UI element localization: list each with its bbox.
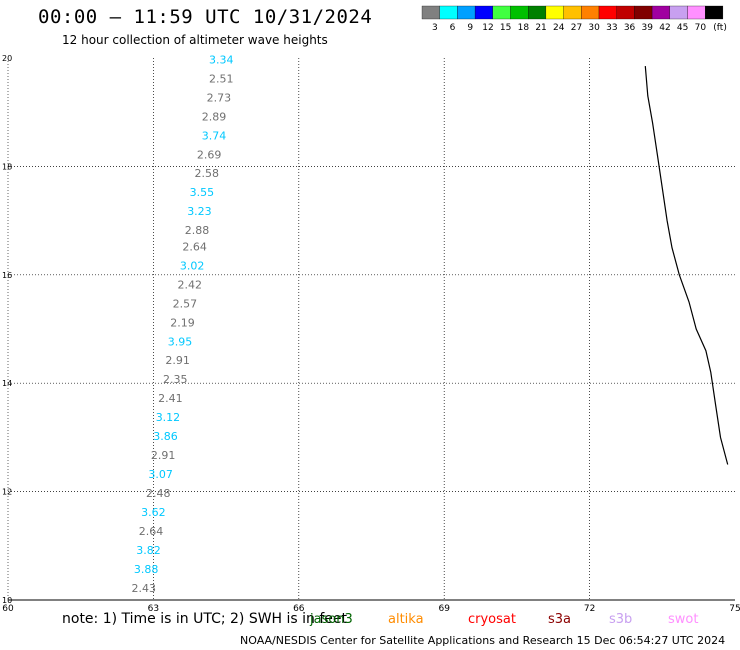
wave-height-label: 2.42 xyxy=(178,278,203,291)
wave-height-label: 2.89 xyxy=(202,110,227,123)
y-tick-label: 14 xyxy=(2,379,12,388)
wave-height-label: 3.62 xyxy=(141,506,166,519)
x-tick-label: 66 xyxy=(293,604,305,614)
wave-height-label: 3.55 xyxy=(190,186,215,199)
legend-swatch xyxy=(510,5,529,20)
mission-jason3: jason3 xyxy=(310,612,353,627)
legend-label: 27 xyxy=(571,23,582,33)
legend-swatch xyxy=(439,5,458,20)
legend-swatch xyxy=(421,5,440,20)
wave-height-label: 2.64 xyxy=(182,240,207,253)
wave-height-label: 2.73 xyxy=(207,91,232,104)
wave-height-label: 2.43 xyxy=(131,582,156,595)
wave-height-label: 2.57 xyxy=(173,297,198,310)
legend-swatch xyxy=(669,5,688,20)
wave-height-label: 3.07 xyxy=(148,468,173,481)
legend-swatch xyxy=(581,5,600,20)
wave-height-label: 3.02 xyxy=(180,259,205,272)
wave-height-label: 3.74 xyxy=(202,129,227,142)
wave-height-label: 2.51 xyxy=(209,72,234,85)
legend-label: 36 xyxy=(624,23,636,33)
y-tick-label: 16 xyxy=(2,271,12,280)
page-title: 00:00 – 11:59 UTC 10/31/2024 xyxy=(38,6,373,28)
legend-label: 3 xyxy=(432,23,438,33)
x-tick-label: 60 xyxy=(2,604,14,614)
legend-swatch xyxy=(651,5,670,20)
wave-height-label: 3.34 xyxy=(209,53,234,66)
legend-label: 21 xyxy=(535,23,546,33)
x-tick-label: 63 xyxy=(148,604,159,614)
wave-height-label: 2.64 xyxy=(139,525,164,538)
legend-label: 15 xyxy=(500,23,511,33)
wave-height-label: 2.35 xyxy=(163,373,188,386)
mission-s3b: s3b xyxy=(609,612,633,627)
y-tick-label: 18 xyxy=(2,162,12,171)
legend-swatch xyxy=(634,5,653,20)
legend-label: 12 xyxy=(482,23,493,33)
y-tick-label: 10 xyxy=(2,596,12,605)
mission-s3a: s3a xyxy=(548,612,572,627)
wave-height-label: 2.88 xyxy=(185,224,210,237)
legend-label: 33 xyxy=(606,23,617,33)
legend-label: 24 xyxy=(553,23,565,33)
legend-swatch xyxy=(457,5,476,20)
wave-height-label: 3.23 xyxy=(187,205,212,218)
legend-swatch xyxy=(474,5,493,20)
legend-label: 18 xyxy=(518,23,530,33)
legend-label: 30 xyxy=(588,23,600,33)
legend-label: 42 xyxy=(659,23,670,33)
wave-height-label: 2.69 xyxy=(197,148,222,161)
legend-swatch xyxy=(687,5,706,20)
y-tick-label: 20 xyxy=(2,54,12,63)
wave-height-label: 3.95 xyxy=(168,335,193,348)
legend-swatch xyxy=(492,5,511,20)
legend-swatch xyxy=(563,5,582,20)
wave-height-label: 2.48 xyxy=(146,487,171,500)
legend-label: 6 xyxy=(450,23,456,33)
y-tick-label: 12 xyxy=(2,488,12,497)
footer-note: note: 1) Time is in UTC; 2) SWH is in fe… xyxy=(62,611,348,627)
x-tick-label: 75 xyxy=(729,604,740,614)
legend-swatch xyxy=(705,5,724,20)
legend-swatch xyxy=(545,5,564,20)
wave-height-label: 2.91 xyxy=(151,449,176,462)
x-tick-label: 69 xyxy=(438,604,450,614)
legend-swatch xyxy=(528,5,547,20)
legend-label: 70 xyxy=(695,23,707,33)
mission-cryosat: cryosat xyxy=(468,612,516,627)
legend-label: 9 xyxy=(467,23,473,33)
legend-swatch xyxy=(616,5,635,20)
wave-height-label: 2.58 xyxy=(194,167,219,180)
coastline xyxy=(644,66,729,465)
legend-label: 45 xyxy=(677,23,688,33)
wave-height-label: 2.41 xyxy=(158,392,183,405)
mission-altika: altika xyxy=(388,612,424,627)
wave-height-label: 3.88 xyxy=(134,563,159,576)
wave-height-label: 3.86 xyxy=(153,430,178,443)
legend-swatch xyxy=(598,5,617,20)
credit-line: NOAA/NESDIS Center for Satellite Applica… xyxy=(240,634,726,647)
legend-label: (ft) xyxy=(713,23,727,33)
x-tick-label: 72 xyxy=(584,604,595,614)
wave-height-label: 2.19 xyxy=(170,316,195,329)
wave-height-label: 3.12 xyxy=(156,411,181,424)
wave-height-label: 2.91 xyxy=(165,354,190,367)
legend-label: 39 xyxy=(642,23,654,33)
page-subtitle: 12 hour collection of altimeter wave hei… xyxy=(62,33,328,47)
wave-height-label: 3.82 xyxy=(136,544,161,557)
mission-swot: swot xyxy=(668,612,699,627)
